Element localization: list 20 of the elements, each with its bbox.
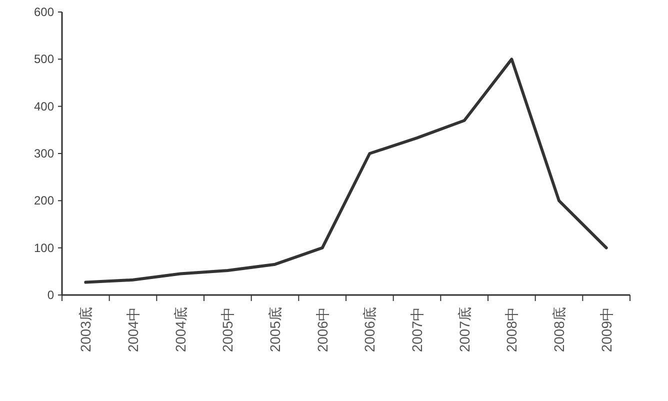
x-tick-label: 2003底 <box>78 307 94 352</box>
y-tick-label: 200 <box>34 194 54 208</box>
x-tick-label: 2004中 <box>125 307 141 352</box>
x-tick-label: 2004底 <box>172 307 188 352</box>
y-tick-label: 500 <box>34 52 54 66</box>
x-tick-label: 2006中 <box>314 307 330 352</box>
x-tick-label: 2005中 <box>220 307 236 352</box>
x-tick-label: 2008底 <box>551 307 567 352</box>
y-tick-label: 400 <box>34 99 54 114</box>
x-tick-label: 2009中 <box>598 307 614 352</box>
x-tick-label: 2008中 <box>504 307 520 352</box>
line-series <box>84 58 608 284</box>
x-tick-label: 2007底 <box>456 307 472 352</box>
y-tick-label: 300 <box>34 146 54 160</box>
x-tick-label: 2007中 <box>409 307 425 352</box>
y-tick-label: 0 <box>47 288 54 302</box>
y-tick-label: 100 <box>34 240 54 255</box>
y-tick-label: 600 <box>34 5 54 19</box>
x-tick-label: 2005底 <box>267 307 283 352</box>
x-tick-label: 2006底 <box>362 307 378 352</box>
